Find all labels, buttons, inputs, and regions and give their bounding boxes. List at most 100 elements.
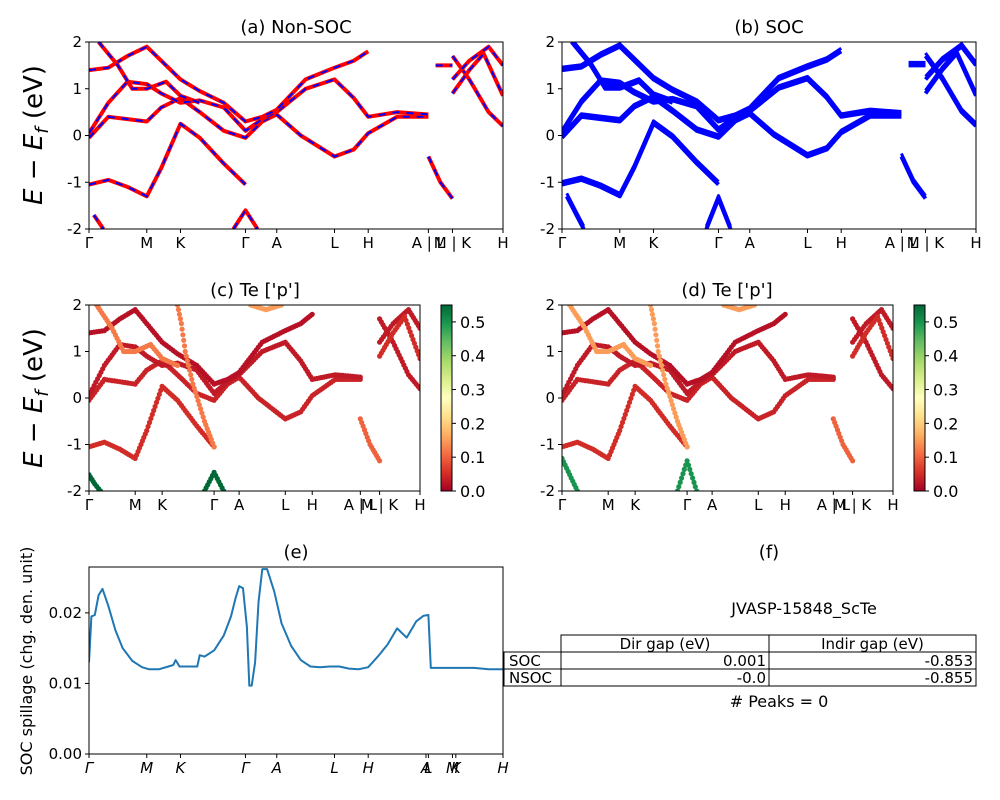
projected-point (688, 471, 694, 477)
table-indir-gap-value: -0.855 (925, 669, 973, 687)
projected-point (574, 488, 580, 491)
panel-f: (f) JVASP-15848_ScTe Dir gap (eV) Indir g… (503, 542, 977, 711)
nsoc-band-dash-4 (97, 42, 201, 104)
soc-band-4 (570, 42, 674, 105)
panel-e: (e) 0.000.010.02Γ M K Γ A L H AL MK H SOC spillag… (17, 542, 509, 777)
table-row-label: NSOC (509, 669, 552, 687)
panel-e-plot-area (89, 568, 503, 687)
projected-point (182, 348, 188, 355)
panel-d-ytick-label: 2 (545, 296, 555, 314)
projected-point (144, 428, 150, 434)
panel-e-xtick-label: L (330, 759, 338, 777)
projected-point (621, 415, 627, 422)
panel-a-xtick-label: M | K (434, 234, 473, 252)
table-header-indir-gap: Indir gap (eV) (821, 635, 924, 653)
panel-c-xtick-label: M | K (361, 496, 400, 514)
projected-point (687, 466, 693, 472)
colorbar-tick-label: 0.1 (460, 448, 485, 467)
table-footer: # Peaks = 0 (730, 692, 829, 711)
panel-b-xtick-label: A (745, 234, 756, 252)
projected-point (148, 415, 154, 422)
projected-point (655, 348, 661, 355)
soc-band-3 (562, 44, 843, 124)
table-row-label: SOC (509, 652, 541, 670)
panel-b-ytick-label: 2 (545, 33, 555, 51)
panel-c-title: (c) Te ['p'] (210, 280, 300, 301)
panel-c-ytick-label: -1 (67, 436, 82, 454)
projected-point (647, 305, 654, 308)
panel-d-colorbar: 0.0 0.1 0.2 0.3 0.4 0.5 (913, 304, 958, 501)
panel-d-ytick-label: 0 (545, 389, 555, 407)
panel-b-xtick-label: H (970, 234, 981, 252)
projected-point (671, 406, 677, 412)
table-cell (768, 668, 977, 687)
projected-point (624, 407, 630, 414)
projected-point (890, 325, 893, 331)
panel-a-xtick-label: M (140, 234, 153, 252)
colorbar-d (913, 304, 926, 492)
panel-a-xtick-label: K (176, 234, 187, 252)
table-header-dir-gap: Dir gap (eV) (620, 635, 711, 653)
projected-point (188, 372, 194, 378)
panel-c-plot-area (89, 305, 420, 491)
panel-e-plot: 0.000.010.02Γ M K Γ A L H AL MK H (49, 566, 509, 777)
soc-band-split-5 (565, 192, 586, 227)
projected-point (181, 337, 187, 343)
projected-point (673, 414, 679, 420)
soc-band-9 (924, 44, 976, 81)
panel-d-xtick-label: Γ (558, 496, 567, 514)
soc-band-split-9 (924, 42, 976, 78)
projected-point (674, 418, 681, 424)
panel-d-xtick-label: H (780, 496, 791, 514)
projected-point (151, 407, 157, 414)
colorbar-tick-label: 0.1 (933, 448, 958, 467)
projected-point (648, 307, 655, 313)
soc-band-split-10 (924, 49, 976, 94)
projected-point (175, 307, 182, 313)
panel-b-title: (b) SOC (734, 17, 803, 38)
panel-b-xtick-label: Γ (558, 234, 567, 252)
projected-point (200, 414, 206, 420)
panel-c-ytick-label: -2 (67, 482, 82, 500)
panel-c-ytick-label: 1 (72, 343, 82, 361)
soc-band-2 (562, 77, 902, 135)
projected-point (663, 381, 669, 387)
projected-point (681, 466, 687, 472)
projected-point (661, 372, 667, 378)
projected-point (181, 343, 188, 349)
projected-point (149, 411, 155, 418)
panel-c-axes-frame (88, 304, 421, 492)
panel-c-xtick-label: H (307, 496, 318, 514)
table-indir-gap-value: -0.853 (925, 652, 973, 670)
soc-band-1 (562, 96, 902, 159)
panel-b-xtick-label: M | K (907, 234, 946, 252)
panel-d-xtick-label: K (630, 496, 641, 514)
panel-b-xtick-label: H (836, 234, 847, 252)
colorbar-tick-label: 0.3 (460, 381, 485, 400)
projected-point (654, 337, 660, 343)
panel-e-xtick-label: M (140, 759, 153, 777)
panel-b-xtick-label: A | L (885, 234, 919, 252)
projected-point (662, 376, 668, 382)
colorbar-tick-label: 0.3 (933, 381, 958, 400)
colorbar-tick-label: 0.5 (460, 313, 485, 332)
panel-b-axes-frame (561, 41, 977, 230)
panel-a-xtick-label: L (330, 234, 339, 252)
projected-point (676, 484, 682, 490)
projected-point (617, 428, 623, 434)
colorbar-tick-label: 0.0 (460, 482, 485, 501)
projected-point (174, 362, 181, 368)
panel-e-xtick-label: L (424, 759, 432, 777)
colorbar-c (440, 304, 453, 492)
projected-point (195, 398, 201, 404)
projected-point (672, 410, 678, 416)
panel-d-axes-frame (561, 304, 894, 492)
panel-b-plot-area (562, 42, 976, 229)
panel-c-colorbar: 0.0 0.1 0.2 0.3 0.4 0.5 (440, 304, 485, 501)
projected-point (180, 332, 186, 338)
projected-point (665, 389, 672, 395)
panel-e-title: (e) (283, 542, 308, 563)
projected-point (187, 367, 193, 373)
colorbar-tick-label: 0.4 (460, 347, 485, 366)
